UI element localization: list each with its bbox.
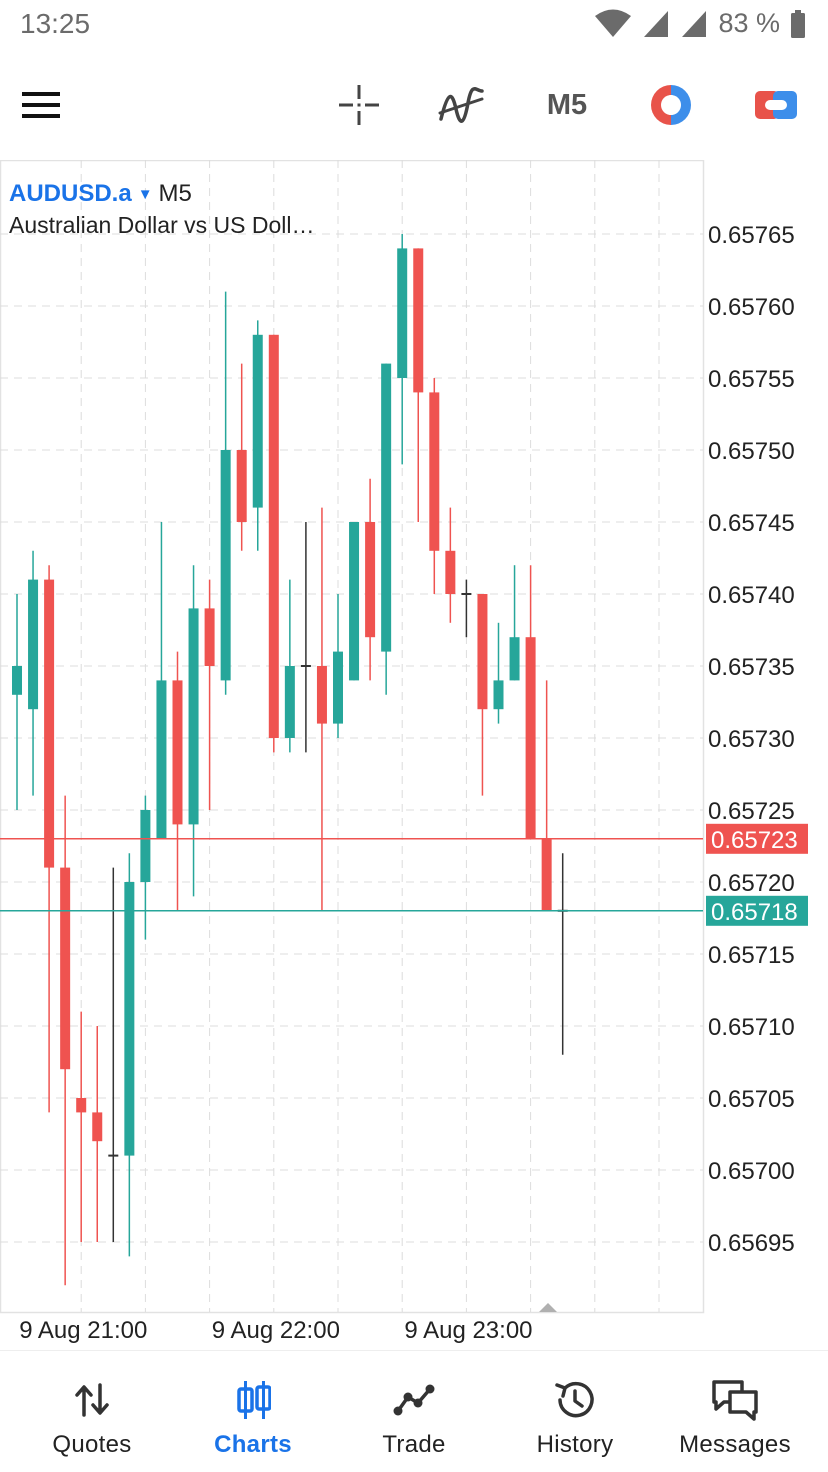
y-tick-label: 0.65745: [708, 510, 795, 537]
candle-body-bull: [140, 810, 151, 882]
timeframe-button[interactable]: M5: [546, 88, 588, 121]
signal-icon: [644, 10, 669, 37]
candle-body-bear: [541, 838, 552, 911]
candle-body-bear: [268, 334, 279, 738]
candle-body-bull: [188, 608, 199, 825]
candle-body-bull: [493, 680, 504, 710]
bid-price-label: 0.65718: [711, 899, 798, 926]
chart-shift-marker[interactable]: [539, 1303, 557, 1312]
y-tick-label: 0.65715: [708, 942, 795, 969]
candle-body-bear: [445, 550, 456, 594]
candle-body-bear: [236, 450, 247, 522]
x-tick-label: 9 Aug 21:00: [19, 1317, 147, 1344]
one-click-trading-icon: [755, 91, 797, 119]
hamburger-menu-icon: [22, 92, 60, 118]
indicators-button[interactable]: [432, 62, 490, 148]
x-tick-label: 9 Aug 23:00: [404, 1317, 532, 1344]
nav-label: Quotes: [52, 1431, 132, 1458]
one-click-trading-button[interactable]: [748, 62, 804, 148]
trade-line-icon: [393, 1384, 435, 1416]
color-chart-icon: [651, 85, 691, 125]
y-tick-label: 0.65755: [708, 366, 795, 393]
chart-toolbar: M5: [0, 62, 828, 148]
candle-body-bear: [413, 248, 424, 393]
candle-body-bull: [252, 334, 263, 508]
symbol-description: Australian Dollar vs US Doll…: [9, 212, 315, 238]
y-tick-label: 0.65740: [708, 582, 795, 609]
quotes-arrows-icon: [75, 1383, 109, 1417]
candle-body-bull: [284, 666, 295, 738]
nav-messages[interactable]: Messages: [655, 1351, 815, 1472]
chart-area[interactable]: 0.65765 0.65760 0.65755 0.65750 0.65745 0.657…: [0, 160, 828, 1350]
plot-frame: [0, 160, 705, 1314]
candle-body-bear: [172, 680, 183, 825]
charts-candles-icon: [237, 1381, 271, 1419]
nav-trade[interactable]: Trade: [334, 1351, 494, 1472]
ask-price-label-bg: [706, 823, 808, 854]
candle-body-bear: [477, 594, 488, 710]
y-tick-label: 0.65735: [708, 654, 795, 681]
candle-body-bear: [429, 392, 440, 551]
y-tick-label: 0.65710: [708, 1014, 795, 1041]
y-tick-label: 0.65750: [708, 438, 795, 465]
candle-body-bear: [316, 666, 327, 724]
status-time: 13:25: [20, 8, 91, 39]
crosshair-button[interactable]: [330, 62, 388, 148]
menu-button[interactable]: [14, 62, 68, 148]
chart-color-button[interactable]: [642, 62, 700, 148]
nav-label: Messages: [679, 1431, 791, 1458]
candle-body-bull: [220, 450, 231, 681]
ask-price-label: 0.65723: [711, 827, 798, 854]
crosshair-icon: [339, 85, 379, 125]
candle-body-bull: [28, 579, 39, 710]
bottom-navigation: Quotes Charts Trade: [0, 1350, 828, 1472]
x-tick-label: 9 Aug 22:00: [212, 1317, 340, 1344]
candle-body-bull: [349, 522, 360, 681]
symbol-name[interactable]: AUDUSD.a: [9, 180, 132, 207]
symbol-dropdown-icon[interactable]: ▼: [137, 185, 153, 203]
nav-label: History: [536, 1431, 614, 1458]
candle-body-bear: [204, 608, 215, 666]
candle-body-bear: [76, 1098, 87, 1113]
candle-body-bear: [44, 579, 55, 868]
candle-body-bull: [156, 680, 167, 839]
status-icons: 83 %: [594, 8, 806, 39]
candle-body-bull: [397, 248, 408, 378]
bid-price-label-bg: [706, 895, 808, 926]
y-tick-label: 0.65705: [708, 1086, 795, 1113]
y-tick-label: 0.65720: [708, 870, 795, 897]
nav-label: Trade: [382, 1431, 446, 1458]
candle-body-bull: [12, 666, 22, 695]
y-tick-label: 0.65700: [708, 1158, 795, 1185]
y-tick-label: 0.65730: [708, 726, 795, 753]
messages-chat-icon: [712, 1380, 758, 1421]
symbol-timeframe: M5: [158, 180, 192, 207]
candlestick-chart[interactable]: 0.65765 0.65760 0.65755 0.65750 0.65745 0.657…: [0, 160, 828, 1350]
nav-label: Charts: [214, 1431, 292, 1458]
candle-body-bear: [60, 867, 71, 1070]
y-tick-label: 0.65765: [708, 222, 795, 249]
y-tick-label: 0.65695: [708, 1230, 795, 1257]
nav-history[interactable]: History: [495, 1351, 655, 1472]
candle-body-bear: [92, 1112, 103, 1142]
nav-quotes[interactable]: Quotes: [12, 1351, 172, 1472]
candle-body-bull: [333, 651, 343, 724]
symbol-header[interactable]: AUDUSD.a ▼ M5: [9, 180, 192, 208]
status-bar: 13:25 83 %: [0, 0, 828, 50]
y-tick-label: 0.65725: [708, 798, 795, 825]
battery-icon: [791, 9, 805, 38]
candle-body-bull: [124, 882, 135, 1156]
nav-charts[interactable]: Charts: [173, 1351, 333, 1472]
candle-body-bear: [365, 522, 376, 638]
history-clock-icon: [555, 1381, 594, 1418]
wifi-icon: [595, 9, 632, 37]
candle-body-bear: [525, 637, 536, 839]
candle-body-bull: [381, 363, 392, 652]
indicators-icon: [438, 87, 484, 123]
signal-icon: [682, 10, 707, 37]
battery-percent: 83 %: [718, 8, 780, 38]
candle-body-bull: [509, 637, 520, 681]
y-tick-label: 0.65760: [708, 294, 795, 321]
